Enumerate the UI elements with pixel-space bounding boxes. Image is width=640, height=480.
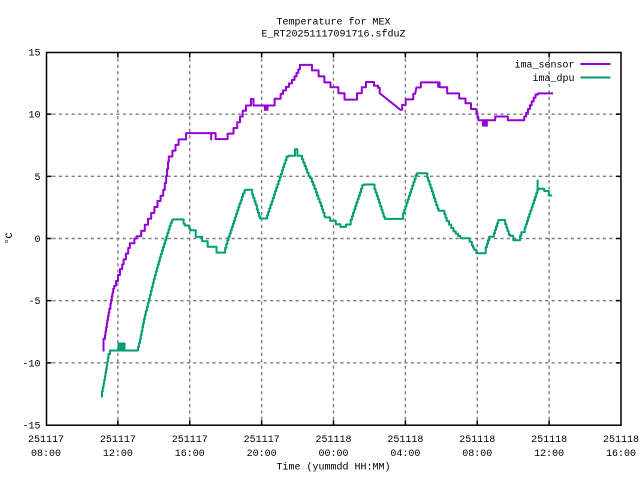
svg-text:-10: -10	[22, 359, 40, 370]
svg-text:E_RT20251117091716.sfduZ: E_RT20251117091716.sfduZ	[261, 29, 405, 41]
svg-text:ima_sensor: ima_sensor	[514, 60, 574, 72]
svg-text:-15: -15	[22, 422, 40, 433]
svg-text:251118: 251118	[315, 435, 351, 446]
svg-text:-5: -5	[28, 297, 40, 308]
svg-text:0: 0	[34, 235, 40, 246]
svg-text:10: 10	[28, 111, 40, 122]
svg-text:08:00: 08:00	[31, 449, 61, 460]
svg-text:12:00: 12:00	[534, 449, 564, 460]
svg-text:251117: 251117	[244, 435, 280, 446]
svg-text:251117: 251117	[100, 435, 136, 446]
svg-text:12:00: 12:00	[103, 449, 133, 460]
svg-text:251118: 251118	[387, 435, 423, 446]
svg-text:08:00: 08:00	[462, 449, 492, 460]
svg-text:251118: 251118	[531, 435, 567, 446]
svg-text:251118: 251118	[603, 435, 639, 446]
svg-text:00:00: 00:00	[318, 449, 348, 460]
svg-text:251117: 251117	[28, 435, 64, 446]
svg-text:Temperature for MEX: Temperature for MEX	[276, 17, 390, 29]
svg-text:04:00: 04:00	[390, 449, 420, 460]
svg-text:251118: 251118	[459, 435, 495, 446]
svg-text:16:00: 16:00	[606, 449, 636, 460]
svg-text:ima_dpu: ima_dpu	[532, 73, 574, 85]
svg-text:15: 15	[28, 49, 40, 60]
svg-text:°C: °C	[4, 232, 16, 244]
svg-text:20:00: 20:00	[247, 449, 277, 460]
svg-text:5: 5	[34, 173, 40, 184]
svg-text:16:00: 16:00	[175, 449, 205, 460]
svg-text:Time (yummdd HH:MM): Time (yummdd HH:MM)	[276, 462, 390, 474]
svg-text:251117: 251117	[172, 435, 208, 446]
